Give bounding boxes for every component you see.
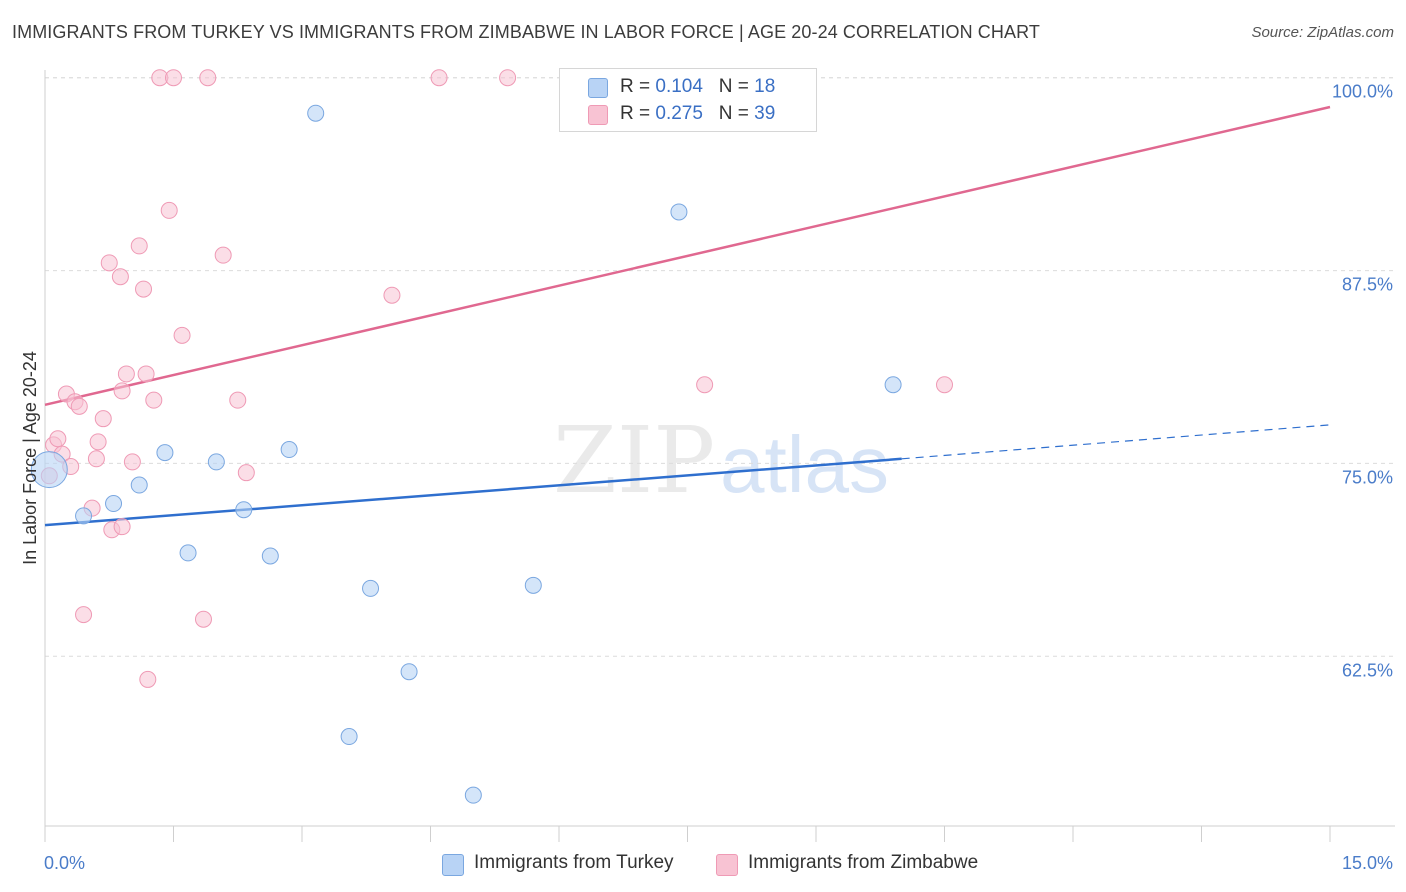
turkey-point — [207, 453, 225, 471]
watermark-zip: ZIP — [553, 407, 715, 514]
zimbabwe-point — [70, 397, 88, 415]
turkey-point — [261, 547, 279, 565]
source-label: Source: ZipAtlas.com — [1251, 24, 1394, 41]
x-tick-label: 0.0% — [44, 853, 85, 873]
turkey-point — [340, 728, 358, 746]
legend-n-label: N = — [718, 76, 755, 97]
zimbabwe-point — [117, 365, 135, 383]
turkey-point — [130, 476, 148, 494]
zimbabwe-point — [499, 69, 517, 87]
zimbabwe-point — [936, 376, 953, 394]
zimbabwe-point — [383, 286, 401, 304]
zimbabwe-point — [696, 376, 714, 394]
trend-lines — [44, 105, 1331, 527]
turkey-point — [105, 495, 123, 513]
zimbabwe-point — [160, 201, 178, 219]
turkey-point — [464, 786, 482, 804]
zimbabwe-point — [173, 326, 191, 344]
grid-lines — [45, 77, 1395, 657]
zimbabwe-point — [123, 453, 141, 471]
y-tick-label: 75.0% — [1342, 467, 1393, 487]
zimbabwe-point — [49, 430, 67, 448]
y-tick-label: 62.5% — [1342, 660, 1393, 680]
legend-r-value-turkey: 0.104 — [655, 76, 703, 97]
legend-n-value-zimbabwe: 39 — [754, 103, 776, 124]
legend-r-label: R = — [620, 76, 656, 97]
zimbabwe-point — [75, 606, 93, 624]
legend-r-value-zimbabwe: 0.275 — [655, 103, 703, 124]
zimbabwe-point — [165, 69, 182, 87]
turkey-point — [307, 104, 325, 122]
y-tick-label: 87.5% — [1342, 275, 1393, 295]
legend-r-label: R = — [620, 103, 656, 124]
correlation-legend: R = 0.104 N = 18 R = 0.275 N = 39 — [559, 68, 817, 132]
turkey-trend-line-extension — [901, 424, 1331, 460]
y-tick-label: 100.0% — [1332, 82, 1393, 102]
chart-title: IMMIGRANTS FROM TURKEY VS IMMIGRANTS FRO… — [12, 22, 1040, 42]
legend-n-label: N = — [718, 103, 755, 124]
zimbabwe-point — [199, 69, 217, 87]
zipatlas-watermark: ZIP atlas — [553, 407, 889, 514]
turkey-point — [235, 501, 253, 519]
legend-label-zimbabwe: Immigrants from Zimbabwe — [748, 852, 979, 873]
data-points — [30, 69, 953, 804]
zimbabwe-point — [113, 382, 131, 400]
turkey-point — [156, 444, 174, 462]
turkey-point — [884, 376, 902, 394]
axes — [44, 70, 1395, 842]
turkey-point — [280, 441, 298, 459]
turkey-point — [30, 451, 68, 489]
legend-swatch-turkey — [442, 854, 464, 876]
turkey-point — [400, 663, 418, 681]
zimbabwe-point — [194, 610, 212, 628]
zimbabwe-point — [430, 69, 448, 87]
x-tick-label: 15.0% — [1342, 853, 1393, 873]
turkey-point — [179, 544, 197, 562]
turkey-trend-line — [44, 457, 902, 527]
zimbabwe-point — [113, 518, 131, 536]
turkey-point — [670, 203, 688, 221]
zimbabwe-point — [111, 268, 129, 286]
tick-labels: 62.5% 75.0% 87.5% 100.0% 0.0% 15.0% — [44, 82, 1393, 873]
zimbabwe-point — [214, 246, 232, 264]
turkey-point — [362, 579, 380, 597]
zimbabwe-trend-line — [44, 105, 1331, 407]
zimbabwe-point — [145, 391, 163, 409]
zimbabwe-point — [87, 450, 105, 468]
zimbabwe-point — [237, 464, 255, 482]
zimbabwe-point — [137, 365, 155, 383]
zimbabwe-point — [135, 280, 153, 298]
legend-swatch-zimbabwe — [716, 854, 738, 876]
zimbabwe-point — [139, 670, 157, 688]
legend-label-turkey: Immigrants from Turkey — [474, 852, 674, 873]
zimbabwe-point — [94, 410, 112, 428]
legend-n-value-turkey: 18 — [754, 76, 776, 97]
y-axis-label: In Labor Force | Age 20-24 — [20, 351, 40, 565]
watermark-atlas: atlas — [720, 420, 889, 509]
legend-swatch-turkey — [588, 78, 608, 98]
zimbabwe-point — [89, 433, 107, 451]
turkey-point — [524, 576, 542, 594]
zimbabwe-point — [229, 391, 247, 409]
legend-swatch-zimbabwe — [588, 105, 608, 125]
zimbabwe-point — [100, 254, 118, 272]
turkey-point — [75, 507, 93, 525]
zimbabwe-point — [130, 237, 148, 255]
